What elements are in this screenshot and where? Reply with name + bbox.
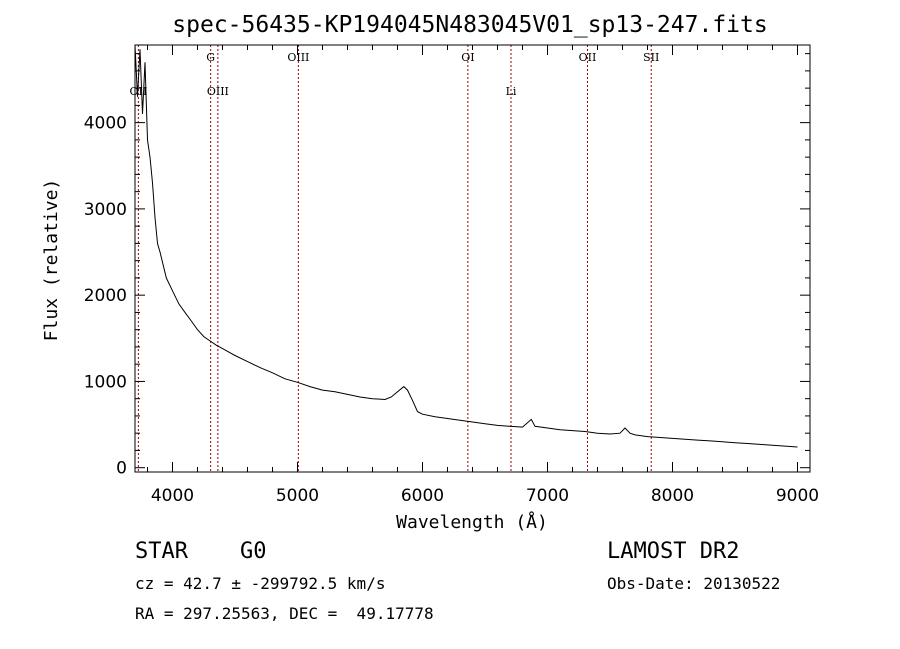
x-tick-label: 9000 — [776, 486, 819, 506]
line-marker-label: OII — [130, 85, 148, 98]
x-tick-label: 8000 — [651, 486, 694, 506]
spectrum-line — [134, 44, 798, 448]
y-tick-label: 0 — [116, 459, 127, 479]
coordinates-readout: RA = 297.25563, DEC = 49.17778 — [135, 604, 434, 623]
line-marker-label: OII — [579, 51, 597, 64]
x-tick-label: 6000 — [401, 486, 444, 506]
line-marker-label: Li — [506, 85, 517, 98]
y-tick-label: 3000 — [84, 200, 127, 220]
x-tick-label: 4000 — [151, 486, 194, 506]
x-axis: 4000 5000 6000 7000 8000 9000 — [147, 45, 819, 506]
x-axis-label: Wavelength (Å) — [396, 511, 548, 533]
line-marker-label: OIII — [207, 85, 229, 98]
observation-date: Obs-Date: 20130522 — [607, 574, 781, 593]
plot-frame — [134, 44, 811, 473]
object-subclass: G0 — [240, 539, 267, 564]
redshift-readout: cz = 42.7 ± -299792.5 km/s — [135, 574, 386, 593]
y-tick-label: 4000 — [84, 114, 127, 134]
y-tick-label: 1000 — [84, 372, 127, 392]
line-marker-label: G — [206, 51, 215, 64]
y-tick-label: 2000 — [84, 286, 127, 306]
y-axis: 0 1000 2000 3000 4000 — [84, 53, 810, 479]
line-marker-label: SII — [643, 51, 659, 64]
line-marker-label: OIII — [287, 51, 309, 64]
object-class: STAR — [135, 539, 188, 564]
x-tick-label: 5000 — [276, 486, 319, 506]
x-tick-label: 7000 — [526, 486, 569, 506]
spectral-line-markers: OII G OIII OIII OI Li OII SII — [130, 45, 659, 472]
chart-title: spec-56435-KP194045N483045V01_sp13-247.f… — [172, 12, 767, 38]
y-axis-label: Flux (relative) — [41, 179, 62, 342]
survey-name: LAMOST DR2 — [607, 539, 740, 564]
line-marker-label: OI — [461, 51, 474, 64]
